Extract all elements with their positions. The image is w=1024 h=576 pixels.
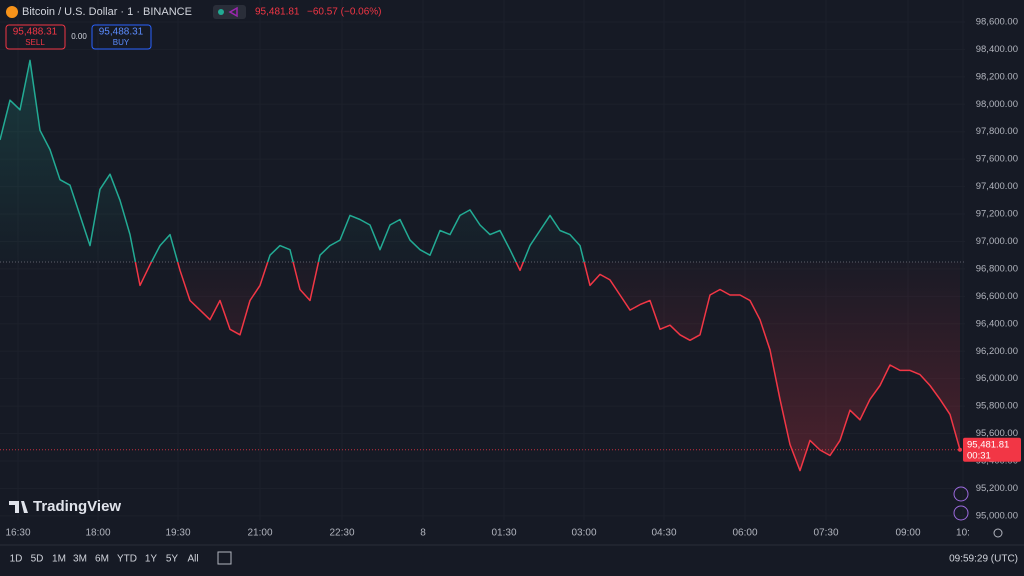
- sell-button[interactable]: [5, 24, 66, 50]
- x-tick-label: 01:30: [491, 528, 516, 539]
- market-status: [218, 9, 224, 15]
- last-price: 95,481.81: [255, 7, 300, 18]
- price-tag-countdown: 00:31: [967, 450, 991, 461]
- x-tick-label: 16:30: [5, 528, 30, 539]
- y-tick-label: 98,400.00: [976, 44, 1018, 55]
- x-tick-label: 8: [420, 528, 426, 539]
- y-tick-label: 95,000.00: [976, 510, 1018, 521]
- x-tick-label: 09:00: [895, 528, 920, 539]
- y-tick-label: 95,200.00: [976, 483, 1018, 494]
- x-tick-label: 10:: [956, 528, 970, 539]
- buy-label: BUY: [113, 38, 130, 47]
- brand-name[interactable]: TradingView: [33, 498, 121, 515]
- calendar-icon[interactable]: [217, 551, 232, 565]
- settings-icon[interactable]: [993, 528, 1003, 538]
- baseline-area: [0, 60, 960, 471]
- add-icon[interactable]: [953, 486, 969, 502]
- price-tag-price: 95,481.81: [967, 439, 1009, 450]
- x-tick-label: 18:00: [85, 528, 110, 539]
- x-tick-label: 04:30: [651, 528, 676, 539]
- range-button[interactable]: 5Y: [166, 554, 179, 565]
- y-tick-label: 96,600.00: [976, 291, 1018, 302]
- range-button[interactable]: 1M: [52, 554, 66, 565]
- y-tick-label: 96,000.00: [976, 373, 1018, 384]
- y-tick-label: 95,600.00: [976, 428, 1018, 439]
- x-tick-label: 03:00: [571, 528, 596, 539]
- symbol-title[interactable]: Bitcoin / U.S. Dollar · 1 · BINANCE: [22, 6, 192, 18]
- range-button[interactable]: 1Y: [145, 554, 158, 565]
- price-line: [0, 59, 961, 472]
- y-tick-label: 98,600.00: [976, 16, 1018, 27]
- y-tick-label: 97,000.00: [976, 236, 1018, 247]
- price-change: −60.57 (−0.06%): [307, 7, 382, 18]
- x-tick-label: 21:00: [247, 528, 272, 539]
- x-tick-label: 07:30: [813, 528, 838, 539]
- last-point: [958, 447, 962, 452]
- y-tick-label: 98,000.00: [976, 99, 1018, 110]
- y-tick-label: 97,200.00: [976, 209, 1018, 220]
- range-button[interactable]: 1D: [10, 554, 23, 565]
- y-tick-label: 97,600.00: [976, 154, 1018, 165]
- buy-price: 95,488.31: [99, 27, 144, 38]
- y-tick-label: 95,800.00: [976, 401, 1018, 412]
- coin-icon: [6, 6, 18, 18]
- x-tick-label: 19:30: [165, 528, 190, 539]
- x-tick-label: 06:00: [732, 528, 757, 539]
- y-tick-label: 96,800.00: [976, 263, 1018, 274]
- spread: 0.00: [71, 32, 87, 41]
- y-tick-label: 96,200.00: [976, 346, 1018, 357]
- y-tick-label: 97,400.00: [976, 181, 1018, 192]
- brand-logo: [9, 501, 28, 513]
- range-button[interactable]: All: [187, 554, 198, 565]
- alert-icon[interactable]: [953, 505, 969, 521]
- sell-label: SELL: [25, 38, 45, 47]
- x-tick-label: 22:30: [329, 528, 354, 539]
- buy-button[interactable]: [91, 24, 152, 50]
- y-tick-label: 96,400.00: [976, 318, 1018, 329]
- y-tick-label: 97,800.00: [976, 126, 1018, 137]
- sell-price: 95,488.31: [13, 27, 58, 38]
- clock[interactable]: 09:59:29 (UTC): [949, 554, 1018, 565]
- range-button[interactable]: 5D: [31, 554, 44, 565]
- range-button[interactable]: 3M: [73, 554, 87, 565]
- range-button[interactable]: 6M: [95, 554, 109, 565]
- price-tag: [963, 437, 1021, 462]
- y-tick-label: 98,200.00: [976, 71, 1018, 82]
- range-button[interactable]: YTD: [117, 554, 137, 565]
- data-icon: [228, 6, 238, 18]
